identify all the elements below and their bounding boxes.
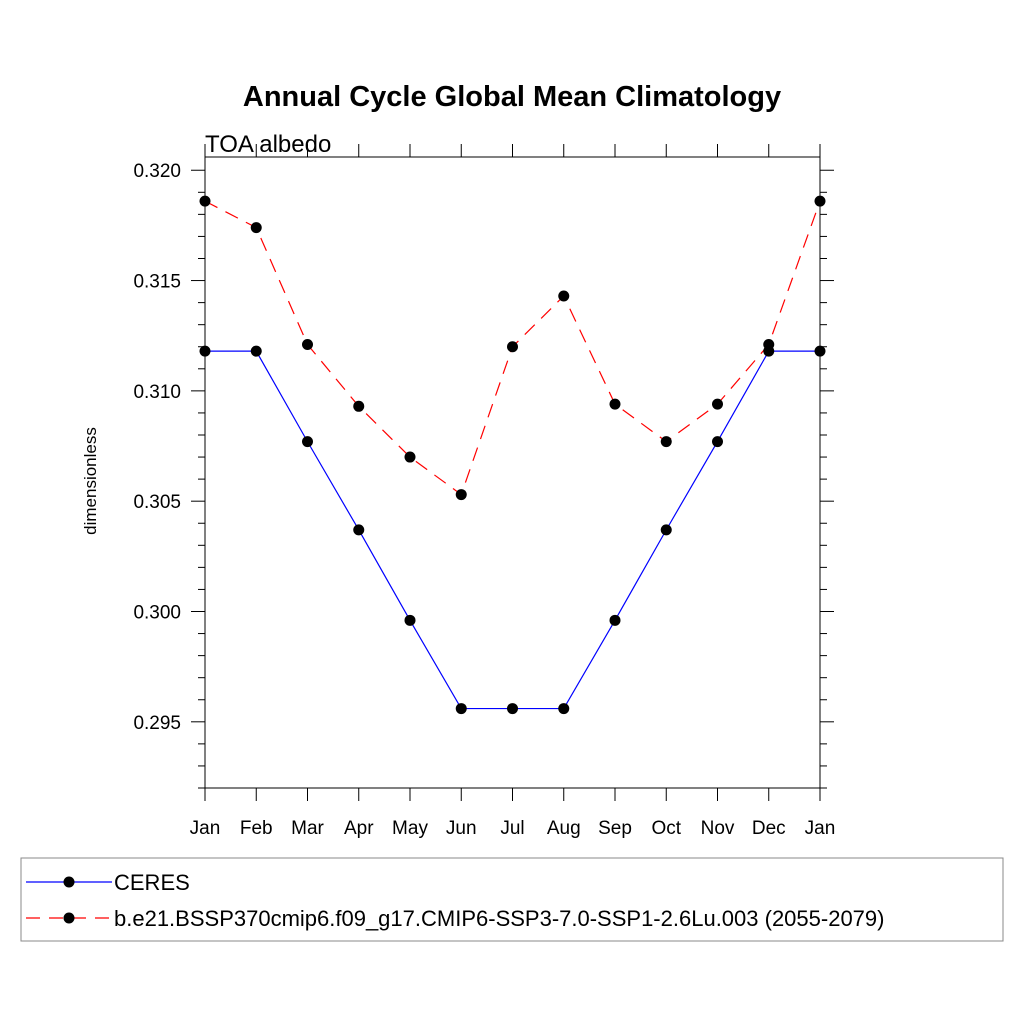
- series-1-point: [609, 398, 621, 410]
- series-0-point: [609, 614, 621, 626]
- x-tick-label: May: [392, 818, 428, 839]
- x-tick-label: Jul: [500, 818, 524, 839]
- series-0-point: [507, 703, 518, 715]
- series-0-point: [302, 436, 313, 448]
- y-tick-label: 0.320: [133, 161, 181, 182]
- legend-label-1: b.e21.BSSP370cmip6.f09_g17.CMIP6-SSP3-7.…: [114, 906, 884, 931]
- x-tick-label: Apr: [344, 818, 374, 839]
- legend-label-0: CERES: [114, 870, 190, 895]
- x-tick-label: Sep: [598, 818, 632, 839]
- legend-marker-1: [63, 912, 75, 924]
- series-1-point: [814, 195, 826, 207]
- legend-marker-0: [63, 876, 75, 888]
- series-0-point: [558, 703, 570, 715]
- y-tick-label: 0.315: [133, 272, 181, 293]
- chart-subtitle: TOA albedo: [205, 131, 331, 158]
- series-1-point: [507, 341, 518, 353]
- series-1-point: [250, 222, 262, 234]
- y-tick-label: 0.305: [133, 492, 181, 513]
- legend: CERES b.e21.BSSP370cmip6.f09_g17.CMIP6-SS…: [26, 870, 884, 931]
- series-1-point: [660, 436, 672, 448]
- y-tick-label: 0.300: [133, 602, 181, 623]
- series-0-point: [455, 703, 467, 715]
- series-0-point: [353, 524, 365, 536]
- x-tick-label: Jan: [190, 818, 221, 839]
- x-tick-label: Nov: [701, 818, 735, 839]
- series-1-point: [712, 398, 723, 410]
- x-tick-label: Aug: [547, 818, 581, 839]
- x-tick-label: Oct: [651, 818, 681, 839]
- series-0-point: [199, 345, 211, 357]
- series-0-point: [404, 614, 416, 626]
- y-axis-label: dimensionless: [81, 427, 100, 535]
- x-tick-label: Mar: [291, 818, 324, 839]
- series-1-point: [558, 290, 570, 302]
- series-markers: [199, 195, 826, 715]
- tick-labels: 0.295 0.300 0.305 0.310 0.315 0.320 Jan Feb Mar A…: [133, 161, 835, 839]
- series-0-point: [814, 345, 826, 357]
- x-tick-label: Jan: [805, 818, 836, 839]
- series-line-0: [205, 350, 820, 710]
- y-tick-label: 0.295: [133, 713, 181, 734]
- series-1-point: [404, 451, 416, 463]
- series-1-point: [353, 400, 365, 412]
- plot-frame: [204, 156, 821, 789]
- x-tick-label: Feb: [240, 818, 273, 839]
- series-1-point: [455, 489, 467, 501]
- series-lines: [204, 200, 821, 710]
- series-0-point: [712, 436, 723, 448]
- series-0-point: [660, 524, 672, 536]
- series-0-point: [250, 345, 262, 357]
- chart-title: Annual Cycle Global Mean Climatology: [243, 81, 781, 113]
- series-1-point: [763, 339, 775, 351]
- x-tick-label: Jun: [446, 818, 477, 839]
- series-1-point: [199, 195, 211, 207]
- y-tick-label: 0.310: [133, 382, 181, 403]
- series-1-point: [302, 339, 313, 351]
- x-tick-label: Dec: [752, 818, 786, 839]
- legend-box: [20, 857, 1004, 942]
- axis-ticks: [191, 144, 834, 801]
